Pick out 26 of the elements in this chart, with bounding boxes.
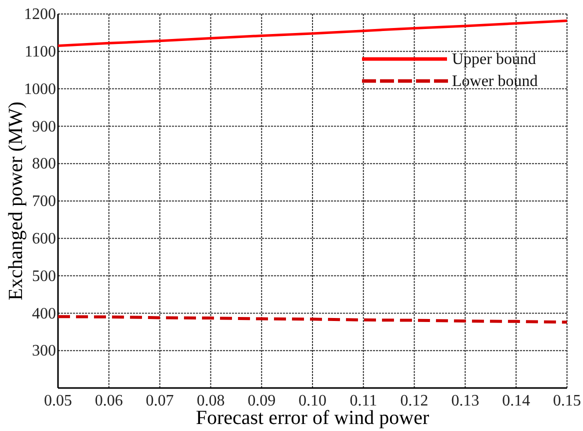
- x-tick-label: 0.08: [196, 392, 225, 410]
- x-tick-label: 0.14: [502, 392, 530, 410]
- x-tick-label: 0.09: [248, 392, 276, 410]
- x-tick-label: 0.12: [400, 392, 428, 410]
- x-tick-label: 0.10: [298, 392, 326, 410]
- y-tick-label: 700: [32, 193, 56, 210]
- y-axis-title: Exchanged power (MW): [5, 102, 27, 300]
- y-tick-label: 1100: [24, 44, 56, 61]
- y-tick-label: 600: [32, 230, 56, 248]
- series-label: Upper bound: [452, 51, 536, 68]
- x-tick-label: 0.13: [451, 392, 480, 410]
- y-tick-label: 900: [32, 118, 56, 136]
- y-tick-label: 800: [32, 156, 56, 173]
- x-tick-label: 0.05: [44, 392, 72, 410]
- y-tick-label: 300: [32, 342, 56, 360]
- y-tick-label: 1000: [24, 80, 56, 98]
- legend-label: Lower bound: [452, 73, 538, 90]
- y-tick-label: 500: [32, 268, 56, 285]
- line-series: [56, 19, 568, 48]
- x-tick-label: 0.06: [94, 392, 123, 410]
- x-tick-label: 0.07: [146, 392, 174, 410]
- x-tick-label: 0.11: [350, 392, 378, 410]
- y-tick-label: 1200: [24, 6, 56, 24]
- x-axis-title: Forecast error of wind power: [196, 407, 430, 429]
- x-tick-label: 0.15: [553, 392, 581, 410]
- y-tick-label: 400: [32, 305, 56, 322]
